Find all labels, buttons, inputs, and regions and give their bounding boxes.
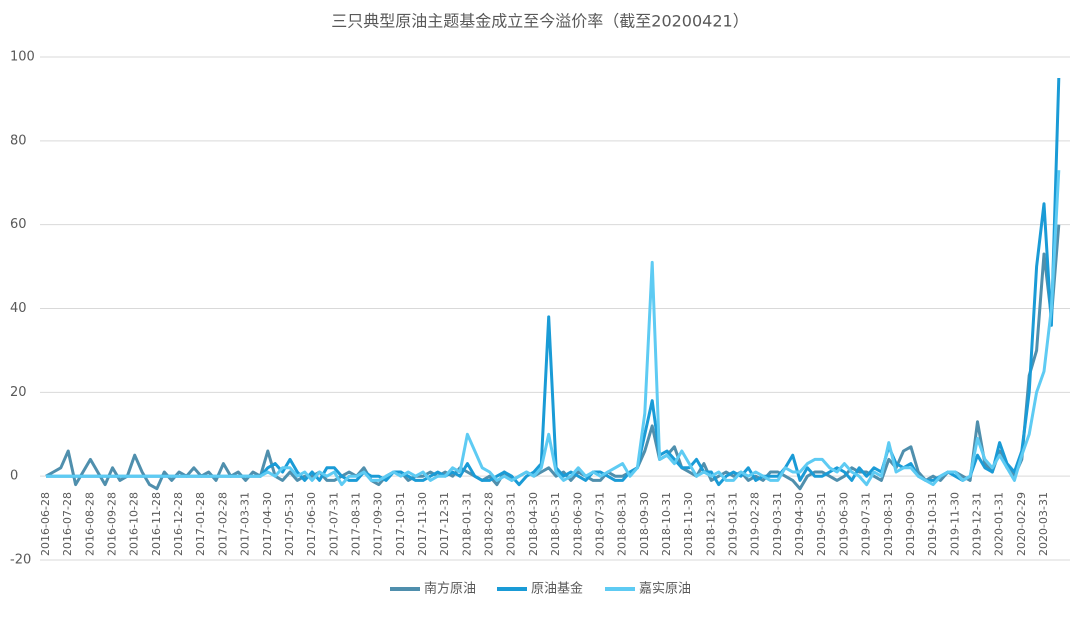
x-tick-label: 2018-02-28	[483, 492, 496, 556]
x-tick-label: 2016-12-28	[172, 492, 185, 556]
legend-label: 嘉实原油	[639, 582, 691, 597]
line-series	[46, 77, 1061, 487]
x-tick-label: 2016-11-28	[150, 492, 163, 556]
x-tick-label: 2019-06-30	[837, 492, 850, 556]
x-tick-label: 2020-02-29	[1015, 492, 1028, 556]
x-tick-label: 2020-03-31	[1037, 492, 1050, 556]
x-tick-label: 2018-01-31	[460, 492, 473, 556]
x-tick-label: 2016-09-28	[106, 492, 119, 556]
x-tick-label: 2019-09-30	[904, 492, 917, 556]
x-tick-label: 2018-03-31	[505, 492, 518, 556]
x-tick-label: 2018-05-31	[549, 492, 562, 556]
legend-label: 南方原油	[424, 581, 476, 597]
x-tick-label: 2017-09-30	[372, 492, 385, 556]
x-tick-label: 2019-08-31	[882, 492, 895, 556]
line-series	[45, 224, 1061, 491]
x-tick-label: 2016-06-28	[39, 492, 52, 556]
x-tick-label: 2018-04-30	[527, 492, 540, 556]
y-tick-label: -20	[10, 553, 31, 568]
x-tick-label: 2017-11-30	[416, 492, 429, 556]
y-tick-label: 60	[10, 217, 27, 232]
x-tick-label: 2017-12-31	[438, 492, 451, 556]
x-tick-label: 2018-11-30	[682, 492, 695, 556]
x-tick-label: 2018-07-31	[593, 492, 606, 556]
x-tick-label: 2018-10-31	[660, 492, 673, 556]
x-tick-label: 2017-04-30	[261, 492, 274, 556]
x-tick-label: 2019-10-31	[926, 492, 939, 556]
x-tick-label: 2018-06-30	[571, 492, 584, 556]
x-tick-label: 2018-08-31	[616, 492, 629, 556]
x-tick-label: 2020-01-31	[993, 492, 1006, 556]
x-tick-label: 2016-07-28	[61, 492, 74, 556]
x-tick-label: 2019-01-31	[727, 492, 740, 556]
x-tick-label: 2019-02-28	[749, 492, 762, 556]
x-tick-label: 2017-08-31	[349, 492, 362, 556]
x-tick-label: 2016-10-28	[128, 492, 141, 556]
x-tick-label: 2019-04-30	[793, 492, 806, 556]
y-tick-label: 0	[10, 469, 18, 484]
x-tick-label: 2017-02-28	[216, 492, 229, 556]
x-tick-label: 2016-08-28	[83, 492, 96, 556]
legend-label: 原油基金	[531, 581, 583, 597]
x-tick-label: 2017-06-30	[305, 492, 318, 556]
x-tick-label: 2017-01-28	[194, 492, 207, 556]
x-tick-label: 2019-11-30	[948, 492, 961, 556]
y-tick-label: 40	[10, 301, 27, 316]
y-tick-label: 20	[10, 385, 27, 400]
x-tick-label: 2017-10-31	[394, 492, 407, 556]
x-tick-label: 2017-03-31	[239, 492, 252, 556]
x-tick-label: 2019-03-31	[771, 492, 784, 556]
y-tick-label: 80	[10, 133, 27, 148]
x-tick-label: 2018-12-31	[704, 492, 717, 556]
x-tick-label: 2017-05-31	[283, 492, 296, 556]
chart-title: 三只典型原油主题基金成立至今溢价率（截至20200421）	[331, 12, 748, 31]
x-tick-label: 2019-05-31	[815, 492, 828, 556]
x-tick-label: 2017-07-31	[327, 492, 340, 556]
x-tick-label: 2019-07-31	[860, 492, 873, 556]
y-tick-label: 100	[10, 50, 35, 65]
x-tick-label: 2018-09-30	[638, 492, 651, 556]
x-tick-label: 2019-12-31	[970, 492, 983, 556]
line-series	[46, 170, 1061, 487]
